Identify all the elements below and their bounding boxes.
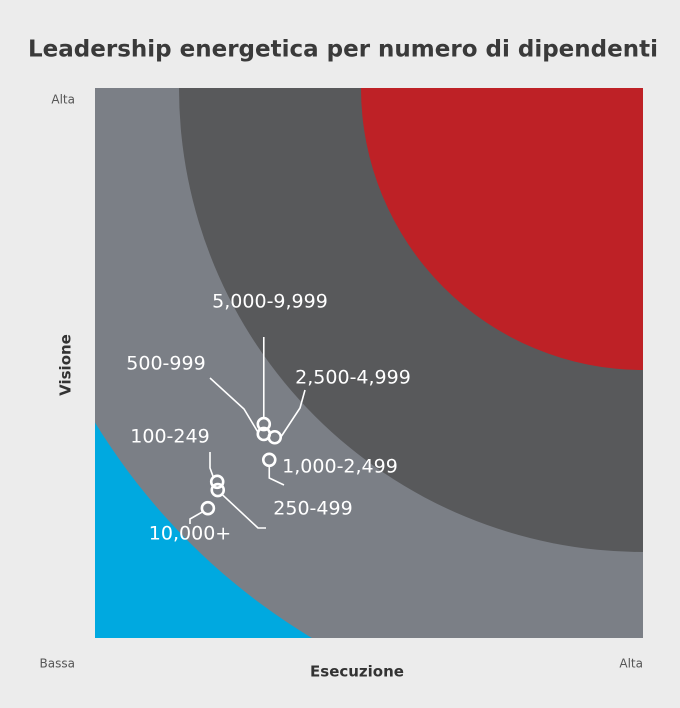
point: [267, 429, 283, 445]
point: [261, 452, 277, 468]
leader-line: [280, 389, 306, 438]
leader-line: [222, 494, 266, 529]
y-tick-label: Alta: [51, 93, 75, 107]
point-label: 5,000-9,999: [212, 291, 328, 313]
zone-top: [361, 88, 643, 370]
point-label: 500-999: [126, 353, 205, 375]
x-tick-label: Bassa: [40, 657, 75, 671]
leader-line: [268, 466, 285, 486]
point-label: 1,000-2,499: [282, 456, 398, 478]
point-label: 10,000+: [149, 523, 231, 545]
chart-title: Leadership energetica per numero di dipe…: [28, 37, 658, 63]
point: [210, 482, 226, 498]
point: [256, 416, 272, 432]
x-axis-label: Esecuzione: [310, 663, 404, 681]
y-axis-label: Visione: [57, 334, 75, 396]
point-label: 100-249: [130, 426, 209, 448]
leader-line: [189, 511, 203, 524]
leader-line: [209, 377, 259, 433]
point-label: 2,500-4,999: [295, 367, 411, 389]
x-tick-label: Alta: [619, 657, 643, 671]
point-label: 250-499: [273, 498, 352, 520]
point: [200, 500, 216, 516]
point: [209, 474, 225, 490]
leader-line: [209, 452, 214, 478]
